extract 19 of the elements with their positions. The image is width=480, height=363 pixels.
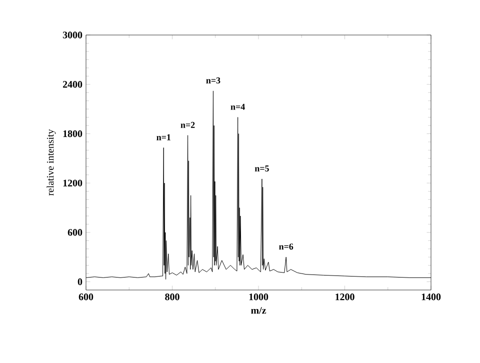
annotation: n=2 xyxy=(180,122,195,128)
y-tick-label: 1200 xyxy=(63,180,82,186)
x-tick-label: 1000 xyxy=(249,294,268,300)
y-tick-label: 2400 xyxy=(62,80,82,88)
x-tick-label: 800 xyxy=(165,294,180,300)
y-axis-title: relative intensity xyxy=(46,129,56,196)
x-axis-title: m/z xyxy=(251,307,266,314)
y-tick-label: 600 xyxy=(68,229,82,236)
annotation: n=1 xyxy=(156,134,170,140)
x-tick-label: 1200 xyxy=(336,294,354,300)
y-tick-label: 1800 xyxy=(63,130,82,138)
annotation: n=3 xyxy=(206,77,220,84)
x-tick-label: 1400 xyxy=(422,294,441,300)
annotation: n=4 xyxy=(230,104,245,110)
x-tick-label: 600 xyxy=(78,294,94,300)
y-tick-label: 0 xyxy=(78,278,82,286)
annotation: n=5 xyxy=(254,165,269,172)
annotation: n=6 xyxy=(279,244,294,250)
y-tick-label: 3000 xyxy=(62,32,82,38)
